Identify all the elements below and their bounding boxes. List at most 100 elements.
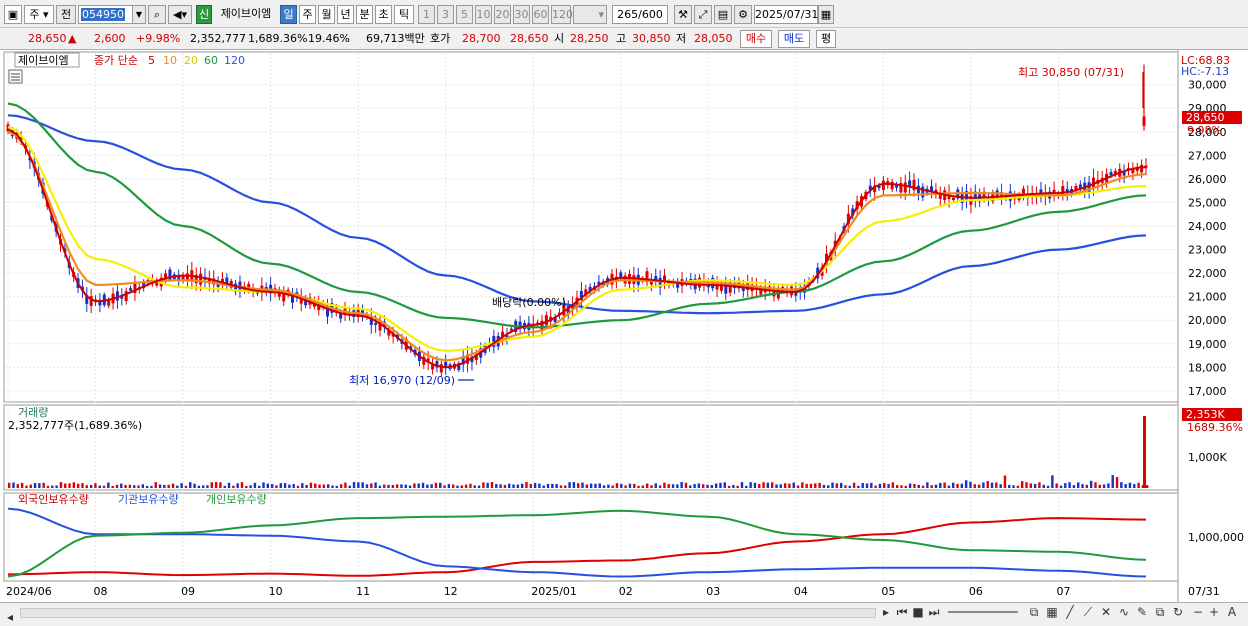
volume-bar [883,483,886,488]
trend-icon[interactable]: ⟋ [1083,605,1093,619]
candle-body [1109,172,1113,176]
interval-1-button[interactable]: 1 [418,5,435,24]
interval-20-button[interactable]: 20 [494,5,511,24]
code-input[interactable]: 054950 [78,5,146,24]
interval-60-button[interactable]: 60 [532,5,549,24]
volume-bar [999,484,1002,488]
forward-icon[interactable]: ⏭ [928,605,940,619]
volume-bar [1003,475,1007,488]
copy-icon[interactable]: ⧉ [1155,605,1165,619]
volume-value: 2,352,777 [190,32,246,45]
date-field[interactable]: 2025/07/31 [754,5,818,24]
zoom-out-icon[interactable]: − [1192,605,1204,619]
scroll-left-icon[interactable]: ◂ [6,610,14,624]
zoom-slider[interactable] [948,611,1018,613]
zoom-in-icon[interactable]: + [1208,605,1220,619]
refresh-icon[interactable]: ↻ [1172,605,1184,619]
volume-bar [322,484,326,488]
draw-icon[interactable]: ╱ [1066,605,1074,619]
candle-body [98,299,102,306]
new-badge: 신 [196,5,212,24]
period-year-button[interactable]: 년 [337,5,354,24]
grid-icon[interactable]: ▦ [1046,605,1058,619]
volume-bar [624,485,627,488]
candle-body [142,282,146,288]
count-total: /600 [638,8,663,21]
settings-icon[interactable]: ⚙ [734,5,752,24]
stock-chart[interactable]: 30,00029,00028,00027,00026,00025,00024,0… [0,50,1248,603]
chart-area[interactable]: 30,000 29,000 28,000 27,000 26,000 25,000 24,0… [0,50,1248,603]
last-volume-bar [1143,416,1146,488]
volume-bar [107,482,110,488]
count-field[interactable]: 265/600 [612,5,668,24]
candle-body [676,282,680,288]
count-value: 265 [617,8,639,21]
volume-bar [124,484,127,488]
period-minute-button[interactable]: 분 [356,5,373,24]
horizontal-scrollbar[interactable] [20,608,876,618]
interval-dropdown[interactable]: ▾ [573,5,607,24]
eval-button[interactable]: 평 [816,30,836,48]
volume-bar [395,484,399,488]
interval-120-button[interactable]: 120 [551,5,573,24]
candle-body [951,197,955,201]
date-tick-label: 02 [619,585,633,598]
volume-bar [176,485,179,488]
font-size-icon[interactable]: A [1227,605,1237,619]
compare-icon[interactable]: ⤢ [694,5,712,24]
volume-bar [663,482,666,488]
layout-icon[interactable]: ⧉ [1029,605,1039,619]
volume-bar [94,483,97,488]
candle-body [785,289,789,292]
candle-body [207,277,211,284]
interval-10-button[interactable]: 10 [475,5,492,24]
rewind-icon[interactable]: ⏮ [896,605,908,619]
period-day-button[interactable]: 일 [280,5,297,24]
window-icon[interactable]: ▣ [4,5,22,24]
code-value: 054950 [81,8,125,21]
chart-tools-icon[interactable]: ⚒ [674,5,692,24]
sell-button[interactable]: 매도 [778,30,810,48]
market-select[interactable]: 주 ▾ [24,5,54,24]
volume-bar [1120,482,1123,488]
period-week-button[interactable]: 주 [299,5,316,24]
wave-icon[interactable]: ∿ [1118,605,1130,619]
period-second-button[interactable]: 초 [375,5,392,24]
period-month-button[interactable]: 월 [318,5,335,24]
volume-bar [874,485,877,488]
buy-button[interactable]: 매수 [740,30,772,48]
date-tick-label: 09 [181,585,195,598]
volume-bar [697,483,701,488]
search-icon[interactable]: ⌕ [148,5,166,24]
speaker-icon[interactable]: ◀▾ [168,5,192,24]
interval-3-button[interactable]: 3 [437,5,454,24]
holding-tick-label: 1,000,000 [1188,531,1244,544]
calendar-icon[interactable]: ▦ [818,5,834,24]
volume-bar [520,483,524,488]
volume-bar [447,484,451,488]
interval-30-button[interactable]: 30 [513,5,530,24]
current-price: 28,650 [28,32,67,45]
code-dropdown-icon[interactable]: ▼ [132,5,146,24]
pen-icon[interactable]: ✎ [1136,605,1148,619]
interval-5-button[interactable]: 5 [456,5,473,24]
volume-bar [232,485,235,488]
candle-body [326,306,330,317]
volume-bar [654,483,657,488]
volume-bar [796,485,800,488]
volume-bar [253,482,257,488]
volume-bar [529,483,532,488]
volume-bar [684,482,688,488]
stop-icon[interactable]: ■ [912,605,924,619]
prev-button[interactable]: 전 [56,5,76,24]
volume-bar [1038,482,1041,488]
volume-bar [822,484,826,488]
scroll-right-icon[interactable]: ▸ [882,605,890,619]
save-icon[interactable]: ▤ [714,5,732,24]
candle-body [544,315,548,326]
volume-bar [1012,485,1015,488]
candle-body [965,191,969,202]
period-tick-button[interactable]: 틱 [394,5,414,24]
volume-bar [331,485,334,488]
cross-icon[interactable]: ✕ [1100,605,1112,619]
